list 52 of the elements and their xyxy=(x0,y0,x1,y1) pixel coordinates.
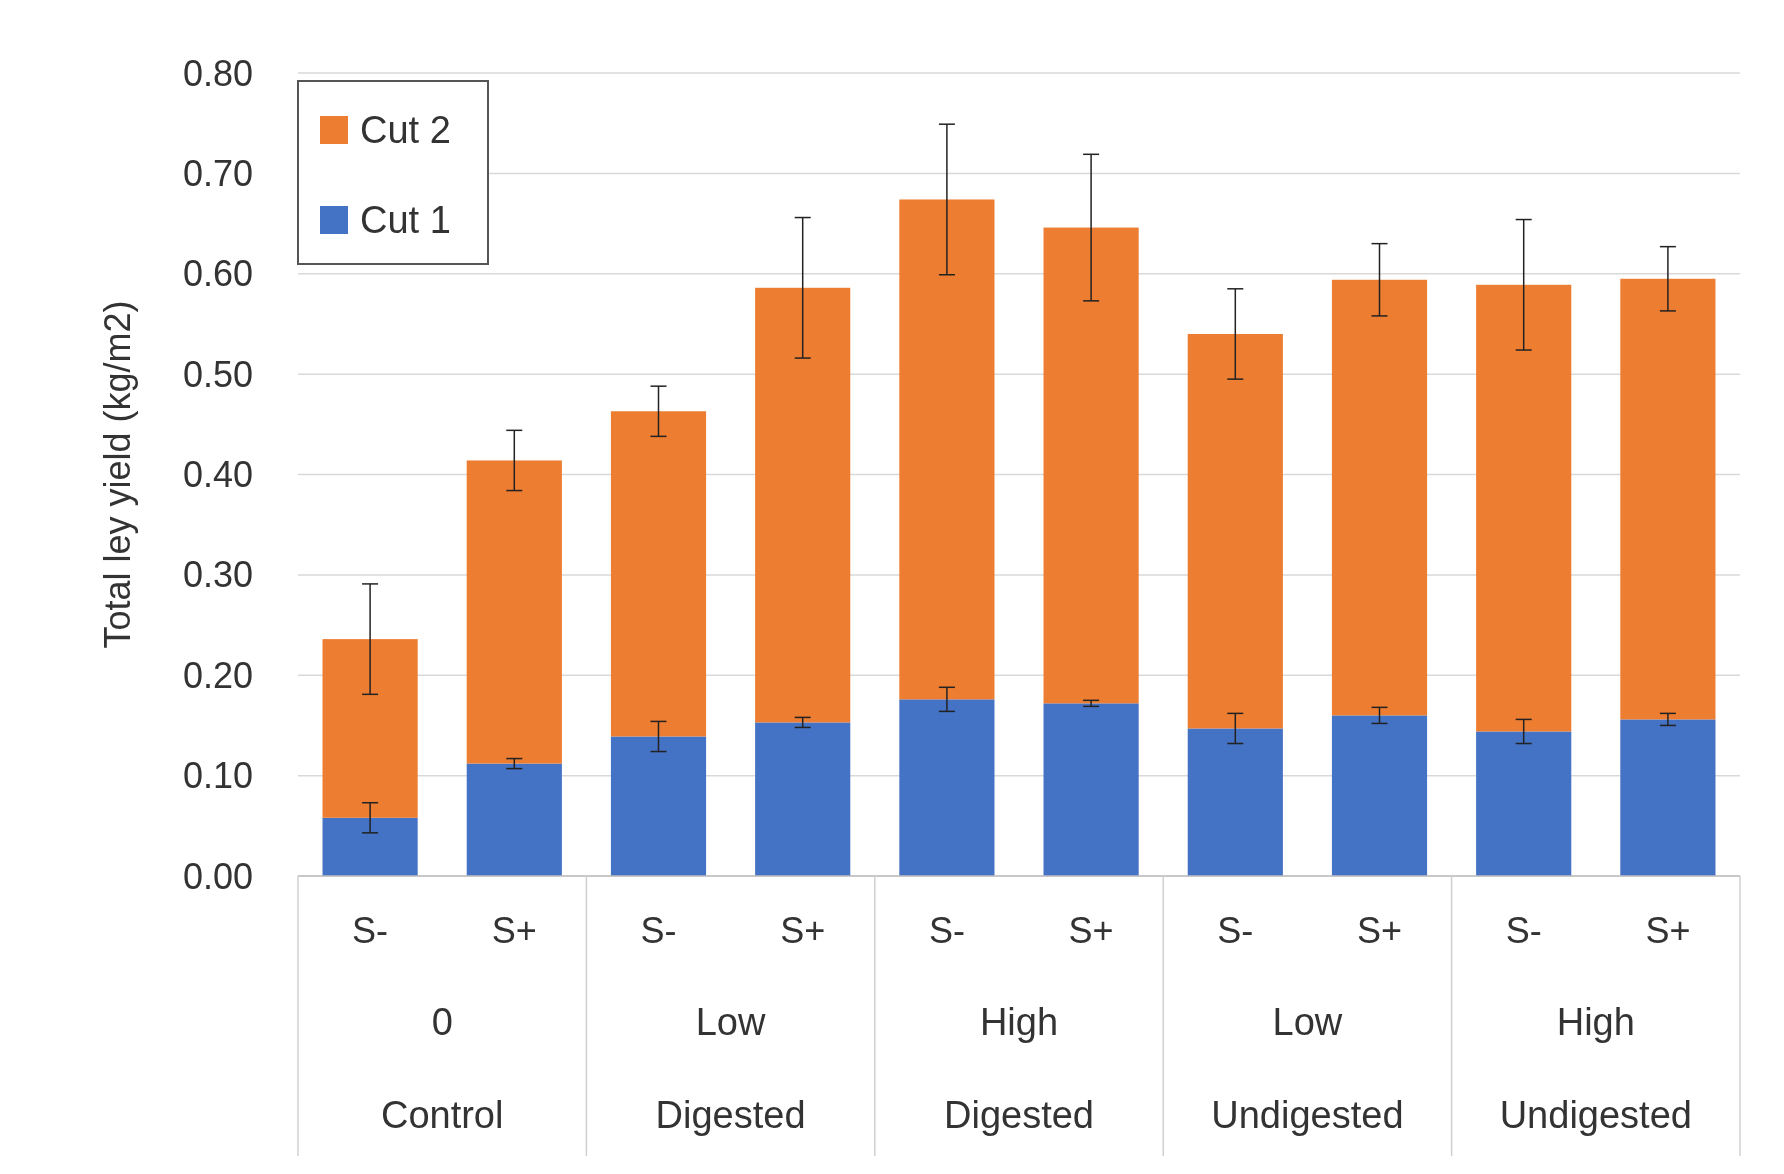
text: Low xyxy=(1272,1001,1343,1043)
bar xyxy=(1620,278,1716,720)
x-tick-label: S+ xyxy=(780,910,826,951)
text: High xyxy=(1556,1001,1635,1043)
x-tick-label: S- xyxy=(928,910,965,951)
x-tick-label: S+ xyxy=(1356,910,1403,951)
x-tick-label: S- xyxy=(640,910,677,951)
y-axis-title: Total ley yield (kg/m2) xyxy=(97,300,138,649)
x-tick-label: S- xyxy=(1217,910,1254,951)
text: 0 xyxy=(431,1001,453,1043)
bar xyxy=(755,722,851,876)
x-tick-label: S- xyxy=(352,910,389,951)
bar xyxy=(466,763,562,876)
y-tick-label: 0.20 xyxy=(182,654,253,696)
text: Low xyxy=(695,1001,767,1043)
y-tick-label: 0.50 xyxy=(182,353,253,395)
bar xyxy=(322,639,418,818)
bar xyxy=(322,817,418,876)
y-tick-label: 0.60 xyxy=(182,253,253,295)
x-tick-label: S+ xyxy=(491,910,537,951)
text: Digested xyxy=(944,1094,1094,1136)
y-tick-label: 0.00 xyxy=(182,855,253,897)
x-tick-label: S+ xyxy=(1068,910,1114,951)
legend-label: Cut 2 xyxy=(360,109,451,152)
bar xyxy=(1331,279,1428,716)
bar xyxy=(1043,227,1139,704)
bar xyxy=(755,287,851,723)
bar xyxy=(1331,715,1428,876)
bar xyxy=(1187,333,1283,729)
x-tick-label: S+ xyxy=(1645,910,1691,951)
y-tick-label: 0.40 xyxy=(182,454,253,496)
bar xyxy=(899,699,995,876)
x-tick-label: S- xyxy=(1505,910,1542,951)
y-tick-label: 0.30 xyxy=(182,554,253,596)
text: Undigested xyxy=(1499,1094,1692,1136)
legend-label: Cut 1 xyxy=(360,199,451,242)
bar xyxy=(899,199,995,700)
y-tick-label: 0.80 xyxy=(182,52,253,94)
bar xyxy=(1620,719,1716,876)
bar xyxy=(610,411,707,737)
bar xyxy=(1043,703,1139,876)
bar xyxy=(1476,731,1572,876)
bar xyxy=(610,736,707,876)
y-tick-label: 0.70 xyxy=(182,152,253,194)
text: Digested xyxy=(655,1094,806,1136)
text: Control xyxy=(380,1094,504,1136)
text: High xyxy=(979,1001,1059,1043)
bar xyxy=(1187,728,1283,876)
y-tick-label: 0.10 xyxy=(182,755,253,797)
bar xyxy=(1476,284,1572,732)
bar xyxy=(466,460,562,764)
text: Undigested xyxy=(1211,1094,1404,1136)
